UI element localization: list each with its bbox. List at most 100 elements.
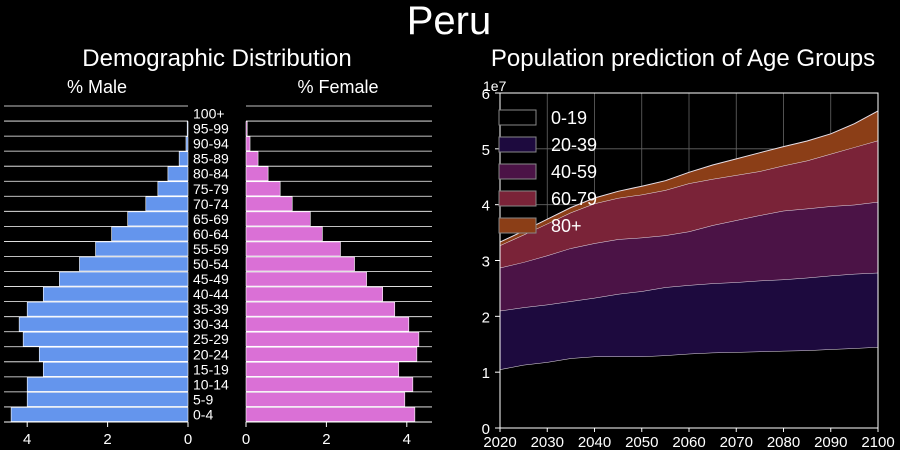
legend-swatch <box>498 217 537 234</box>
male-bar <box>95 241 189 257</box>
age-group-label: 20-24 <box>193 346 229 362</box>
female-bar <box>245 241 341 257</box>
male-bar <box>111 226 189 242</box>
female-bar <box>245 316 410 332</box>
female-bar <box>245 392 406 407</box>
female-bar <box>245 331 420 347</box>
female-bar <box>245 226 323 242</box>
age-group-label: 75-79 <box>193 181 229 197</box>
x-tick-label: 2100 <box>861 434 894 450</box>
male-bar <box>185 136 189 151</box>
age-group-label: 35-39 <box>193 301 229 317</box>
male-bar <box>38 346 189 362</box>
x-tick-label: 2050 <box>625 434 658 450</box>
male-bar <box>79 256 189 272</box>
male-x-tick-label: 0 <box>184 431 192 448</box>
legend-swatch <box>498 109 537 126</box>
area-title: Population prediction of Age Groups <box>491 45 875 72</box>
female-bar <box>245 377 414 392</box>
age-group-label: 15-19 <box>193 361 229 377</box>
x-tick-label: 2020 <box>483 434 516 450</box>
age-group-label: 100+ <box>193 106 225 122</box>
y-tick-label: 6 <box>482 86 490 103</box>
age-group-label: 65-69 <box>193 211 229 227</box>
age-group-label: 10-14 <box>193 376 229 392</box>
x-tick-label: 2080 <box>767 434 800 450</box>
y-tick-label: 1 <box>482 365 490 382</box>
age-group-label: 5-9 <box>193 391 213 407</box>
area-40-59 <box>500 201 878 311</box>
x-tick-label: 2060 <box>672 434 705 450</box>
area-60-79 <box>500 140 878 268</box>
female-bar <box>245 301 396 317</box>
pyramid-title: Demographic Distribution <box>82 45 351 72</box>
male-bar <box>145 196 189 212</box>
male-bar <box>18 316 189 332</box>
male-bar <box>42 362 189 377</box>
female-bar <box>245 196 293 212</box>
age-group-label: 90-94 <box>193 136 229 152</box>
female-bar <box>245 151 259 166</box>
age-group-label: 0-4 <box>193 406 213 422</box>
age-group-label: 30-34 <box>193 316 229 332</box>
male-bar <box>42 286 189 302</box>
female-bar <box>245 121 248 136</box>
area-0-19 <box>500 347 878 428</box>
age-group-label: 95-99 <box>193 121 229 137</box>
female-bar <box>245 271 367 287</box>
x-tick-label: 2090 <box>814 434 847 450</box>
x-tick-label: 2040 <box>578 434 611 450</box>
legend-label: 0-19 <box>551 108 587 128</box>
male-x-tick-label: 2 <box>103 431 111 448</box>
legend-swatch <box>498 163 537 180</box>
male-bar <box>26 301 189 317</box>
age-group-label: 85-89 <box>193 151 229 167</box>
pyramid-chart: 0-45-910-1415-1920-2425-2930-3435-3940-4… <box>4 106 432 448</box>
male-bar <box>59 271 189 287</box>
male-label: % Male <box>67 77 127 97</box>
legend-swatch <box>498 190 537 207</box>
female-bar <box>245 407 416 422</box>
y-tick-label: 4 <box>482 198 490 215</box>
age-group-label: 45-49 <box>193 271 229 287</box>
male-bar <box>167 166 189 182</box>
male-bar <box>157 181 189 197</box>
male-bar <box>186 121 189 136</box>
x-tick-label: 2030 <box>531 434 564 450</box>
female-x-tick-label: 0 <box>242 431 250 448</box>
area-20-39 <box>500 272 878 370</box>
legend-label: 20-39 <box>551 135 597 155</box>
age-group-label: 25-29 <box>193 331 229 347</box>
female-bar <box>245 256 355 272</box>
female-bar <box>245 181 281 197</box>
age-group-label: 50-54 <box>193 256 229 272</box>
male-bar <box>178 151 189 166</box>
legend-label: 60-79 <box>551 189 597 209</box>
legend-label: 40-59 <box>551 162 597 182</box>
male-bar <box>127 211 189 227</box>
area-top-line <box>499 110 879 243</box>
female-label: % Female <box>297 77 378 97</box>
male-bar <box>26 392 189 407</box>
legend-swatch <box>498 136 537 153</box>
age-group-label: 80-84 <box>193 166 229 182</box>
female-bar <box>245 211 311 227</box>
legend-label: 80+ <box>551 216 582 236</box>
age-group-label: 70-74 <box>193 196 229 212</box>
female-bar <box>245 166 269 182</box>
y-multiplier: 1e7 <box>483 78 507 94</box>
female-bar <box>245 286 383 302</box>
area-80plus <box>500 110 878 246</box>
male-bar <box>26 377 189 392</box>
female-bar <box>245 346 418 362</box>
female-bar <box>245 362 400 377</box>
male-bar <box>22 331 189 347</box>
y-tick-label: 3 <box>482 254 490 271</box>
male-bar <box>10 407 189 422</box>
male-x-tick-label: 4 <box>23 431 31 448</box>
age-group-label: 60-64 <box>193 226 229 242</box>
x-tick-label: 2070 <box>720 434 753 450</box>
female-x-tick-label: 4 <box>403 431 411 448</box>
female-bar <box>245 136 251 151</box>
page-title: Peru <box>407 0 492 43</box>
